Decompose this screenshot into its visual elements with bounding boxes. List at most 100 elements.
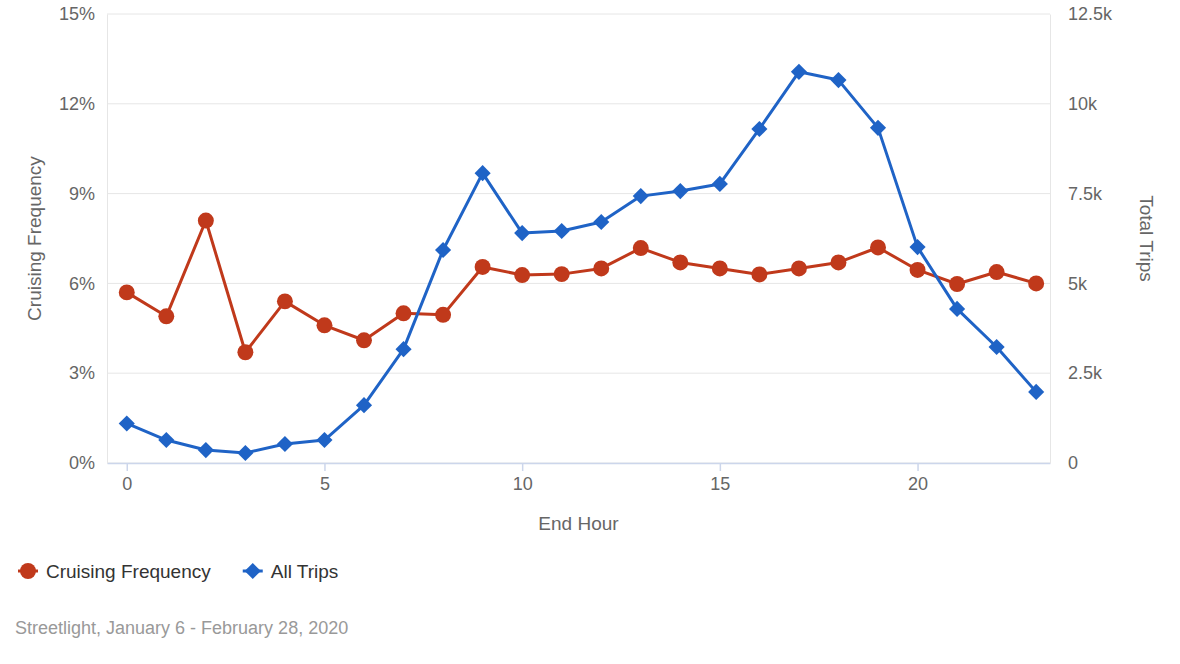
- tick: 20: [908, 463, 928, 494]
- marker: [514, 225, 530, 241]
- y2-axis-line: [1050, 15, 1051, 464]
- tick-label: 0%: [69, 453, 95, 473]
- marker: [316, 432, 332, 448]
- marker: [277, 436, 293, 452]
- marker: [949, 276, 965, 292]
- marker: [672, 254, 688, 270]
- tick-label: 10k: [1068, 94, 1098, 114]
- marker: [633, 188, 649, 204]
- marker: [554, 223, 570, 239]
- y2-axis-title: Total Trips: [1136, 195, 1157, 282]
- marker: [751, 121, 767, 137]
- tick: 10k: [1050, 94, 1098, 114]
- marker: [830, 72, 846, 88]
- chart: 051015200%3%6%9%12%15%02.5k5k7.5k10k12.5…: [0, 0, 1180, 664]
- y-axis: 0%3%6%9%12%15%: [59, 4, 108, 473]
- marker: [1028, 275, 1044, 291]
- tick-label: 20: [908, 474, 928, 494]
- marker: [158, 308, 174, 324]
- grid-line: [107, 14, 1050, 15]
- series-line: [127, 72, 1036, 453]
- source-note: Streetlight, January 6 - February 28, 20…: [15, 618, 348, 638]
- x-axis: 0 5 10 15 20: [108, 463, 1051, 494]
- marker: [633, 240, 649, 256]
- marker: [396, 305, 412, 321]
- tick-label: 15%: [59, 4, 95, 24]
- marker: [514, 267, 530, 283]
- grid-line: [107, 463, 1050, 464]
- tick-label: 0: [122, 474, 132, 494]
- marker: [554, 266, 570, 282]
- tick-label: 7.5k: [1068, 184, 1103, 204]
- marker: [870, 240, 886, 256]
- marker: [356, 332, 372, 348]
- grid-line: [107, 103, 1050, 104]
- grid-line: [107, 193, 1050, 194]
- tick: 0: [1050, 453, 1078, 473]
- tick-label: 6%: [69, 274, 95, 294]
- marker: [475, 165, 491, 181]
- marker: [791, 64, 807, 80]
- tick: 15%: [59, 4, 107, 24]
- marker: [712, 176, 728, 192]
- tick: 12.5k: [1050, 4, 1113, 24]
- marker: [751, 266, 767, 282]
- marker: [989, 339, 1005, 355]
- tick-mark: [720, 463, 722, 471]
- x-axis-title: End Hour: [538, 513, 619, 534]
- marker: [198, 442, 214, 458]
- marker: [356, 397, 372, 413]
- legend-item[interactable]: All Trips: [243, 561, 339, 582]
- grid-line: [107, 283, 1050, 284]
- marker: [870, 120, 886, 136]
- tick: 0%: [69, 453, 107, 473]
- tick-label: 5: [320, 474, 330, 494]
- marker: [316, 317, 332, 333]
- marker: [119, 284, 135, 300]
- legend-swatch-marker: [245, 563, 261, 579]
- tick-label: 9%: [69, 184, 95, 204]
- tick: 3%: [69, 363, 107, 383]
- marker: [791, 260, 807, 276]
- tick-mark: [522, 463, 524, 471]
- x-axis-line: [108, 463, 1051, 465]
- marker: [475, 259, 491, 275]
- tick-label: 3%: [69, 363, 95, 383]
- legend: Cruising Frequency All Trips: [18, 561, 338, 582]
- tick: 0: [122, 463, 132, 494]
- tick: 5: [320, 463, 330, 494]
- marker: [237, 344, 253, 360]
- plot-area: [119, 64, 1045, 461]
- marker: [435, 242, 451, 258]
- marker: [395, 341, 411, 357]
- marker: [593, 214, 609, 230]
- series-line: [127, 221, 1036, 353]
- marker: [909, 239, 925, 255]
- legend-item[interactable]: Cruising Frequency: [18, 561, 211, 582]
- marker: [830, 254, 846, 270]
- grid: [107, 14, 1050, 463]
- tick: 15: [710, 463, 730, 494]
- y-axis-title: Cruising Frequency: [24, 156, 45, 321]
- tick-label: 2.5k: [1068, 363, 1103, 383]
- marker: [712, 260, 728, 276]
- tick: 7.5k: [1050, 184, 1103, 204]
- tick-mark: [917, 463, 919, 471]
- marker: [949, 301, 965, 317]
- marker: [910, 262, 926, 278]
- tick: 6%: [69, 274, 107, 294]
- marker: [158, 432, 174, 448]
- tick-label: 0: [1068, 453, 1078, 473]
- marker: [989, 264, 1005, 280]
- y-axis-line: [107, 15, 108, 464]
- marker: [198, 213, 214, 229]
- marker: [119, 415, 135, 431]
- marker: [593, 260, 609, 276]
- tick-label: 10: [513, 474, 533, 494]
- legend-swatch-marker: [20, 563, 36, 579]
- tick: 10: [513, 463, 533, 494]
- y2-axis: 02.5k5k7.5k10k12.5k: [1050, 4, 1113, 473]
- tick-label: 15: [710, 474, 730, 494]
- series: [119, 64, 1045, 461]
- grid-line: [107, 373, 1050, 374]
